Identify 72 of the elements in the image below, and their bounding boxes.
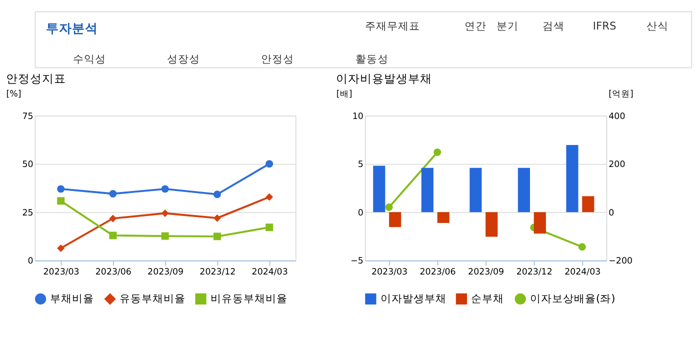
bar — [437, 212, 450, 223]
text: 검색 — [542, 20, 565, 33]
legend-label: 유동부채비율 — [120, 292, 186, 305]
x-tick-label: 2023/09 — [148, 267, 184, 278]
point — [578, 243, 586, 251]
bar — [421, 168, 434, 212]
point — [161, 210, 169, 217]
point — [57, 244, 65, 252]
bar — [582, 196, 594, 212]
y2-axis-title: [억원] — [608, 90, 634, 100]
y2-tick-label: 200 — [608, 160, 626, 170]
text: 안정성 — [261, 52, 294, 66]
point — [57, 197, 65, 205]
legend-label: 순부채 — [471, 292, 504, 305]
x-tick-label: 2023/03 — [43, 267, 80, 278]
text: 주재무제표 — [365, 20, 420, 33]
x-tick-label: 2024/03 — [252, 267, 288, 278]
x-tick-label: 2023/06 — [420, 267, 456, 278]
x-tick-label: 2023/12 — [516, 267, 552, 278]
point — [109, 190, 117, 198]
y-tick-label: 25 — [22, 208, 34, 218]
legend-label: 비유동부채비율 — [210, 292, 288, 305]
point — [266, 160, 274, 168]
y2-tick-label: −200 — [608, 256, 632, 267]
bar — [518, 168, 530, 212]
bar — [566, 145, 578, 212]
bar — [470, 168, 482, 212]
point — [266, 193, 274, 201]
bar — [486, 212, 498, 237]
point — [109, 232, 117, 240]
y-tick-label: 0 — [28, 256, 34, 267]
y-tick-label: 10 — [352, 112, 364, 122]
x-tick-label: 2023/06 — [95, 267, 132, 278]
point — [213, 232, 221, 240]
y-tick-label: 50 — [22, 160, 34, 170]
text: 연간 — [464, 20, 487, 33]
point — [213, 214, 221, 222]
chart-title: 이자비용발생부채 — [336, 72, 432, 86]
point — [109, 214, 117, 222]
y-tick-label: −5 — [350, 256, 364, 267]
y2-tick-label: 0 — [608, 208, 614, 218]
point — [57, 185, 65, 193]
point — [213, 190, 221, 198]
bar — [373, 166, 386, 212]
bar — [389, 212, 402, 228]
text: IFRS — [592, 20, 616, 33]
y-tick-label: 5 — [358, 160, 364, 170]
y2-tick-label: 400 — [608, 112, 626, 122]
legend-label: 부채비율 — [50, 292, 94, 305]
legend-label: 이자발생부채 — [380, 292, 446, 305]
x-tick-label: 2024/03 — [564, 267, 601, 278]
bar — [534, 212, 546, 234]
y-axis-title: [배] — [336, 90, 352, 100]
legend-label: 이자보상배율(좌) — [530, 292, 616, 305]
text: 수익성 — [72, 52, 106, 66]
text: 성장성 — [167, 52, 200, 66]
x-tick-label: 2023/03 — [372, 267, 408, 278]
text: 투자분석 — [46, 20, 98, 36]
point — [266, 224, 274, 232]
y-tick-label: 0 — [358, 208, 364, 218]
point — [161, 185, 169, 193]
y-axis-title: [%] — [6, 90, 22, 100]
text: 활동성 — [355, 52, 388, 66]
x-tick-label: 2023/09 — [468, 267, 504, 278]
point — [161, 232, 169, 240]
chart-title: 안정성지표 — [6, 72, 66, 86]
x-tick-label: 2023/12 — [200, 267, 236, 278]
text: 산식 — [646, 20, 668, 33]
point — [385, 204, 393, 211]
point — [434, 148, 442, 156]
text: 분기 — [496, 20, 519, 33]
y-tick-label: 75 — [22, 112, 34, 122]
